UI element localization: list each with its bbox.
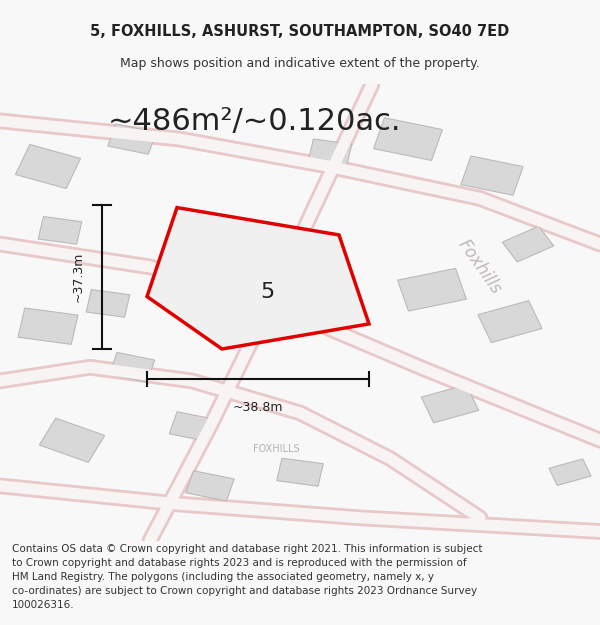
Bar [186,471,234,501]
Bar [16,144,80,189]
Bar [478,301,542,343]
Bar [461,156,523,195]
Text: 5, FOXHILLS, ASHURST, SOUTHAMPTON, SO40 7ED: 5, FOXHILLS, ASHURST, SOUTHAMPTON, SO40 … [91,24,509,39]
Bar [374,118,442,161]
Bar [109,352,155,382]
Text: FOXHILLS: FOXHILLS [253,444,299,454]
Bar [39,418,105,462]
Bar [398,268,466,311]
Bar [502,226,554,262]
Bar [86,289,130,317]
Bar [308,139,352,167]
Bar [549,459,591,486]
Text: 5: 5 [260,282,274,302]
Text: Foxhills: Foxhills [455,236,505,298]
Bar [108,124,156,154]
Bar [38,217,82,244]
Text: ~37.3m: ~37.3m [71,252,85,302]
Bar [18,308,78,344]
Text: Map shows position and indicative extent of the property.: Map shows position and indicative extent… [120,58,480,71]
Text: ~486m²/~0.120ac.: ~486m²/~0.120ac. [108,107,401,136]
Polygon shape [147,208,369,349]
Bar [421,384,479,423]
Text: ~38.8m: ~38.8m [233,401,283,414]
Bar [169,412,215,441]
Bar [277,458,323,486]
Text: Contains OS data © Crown copyright and database right 2021. This information is : Contains OS data © Crown copyright and d… [12,544,482,610]
